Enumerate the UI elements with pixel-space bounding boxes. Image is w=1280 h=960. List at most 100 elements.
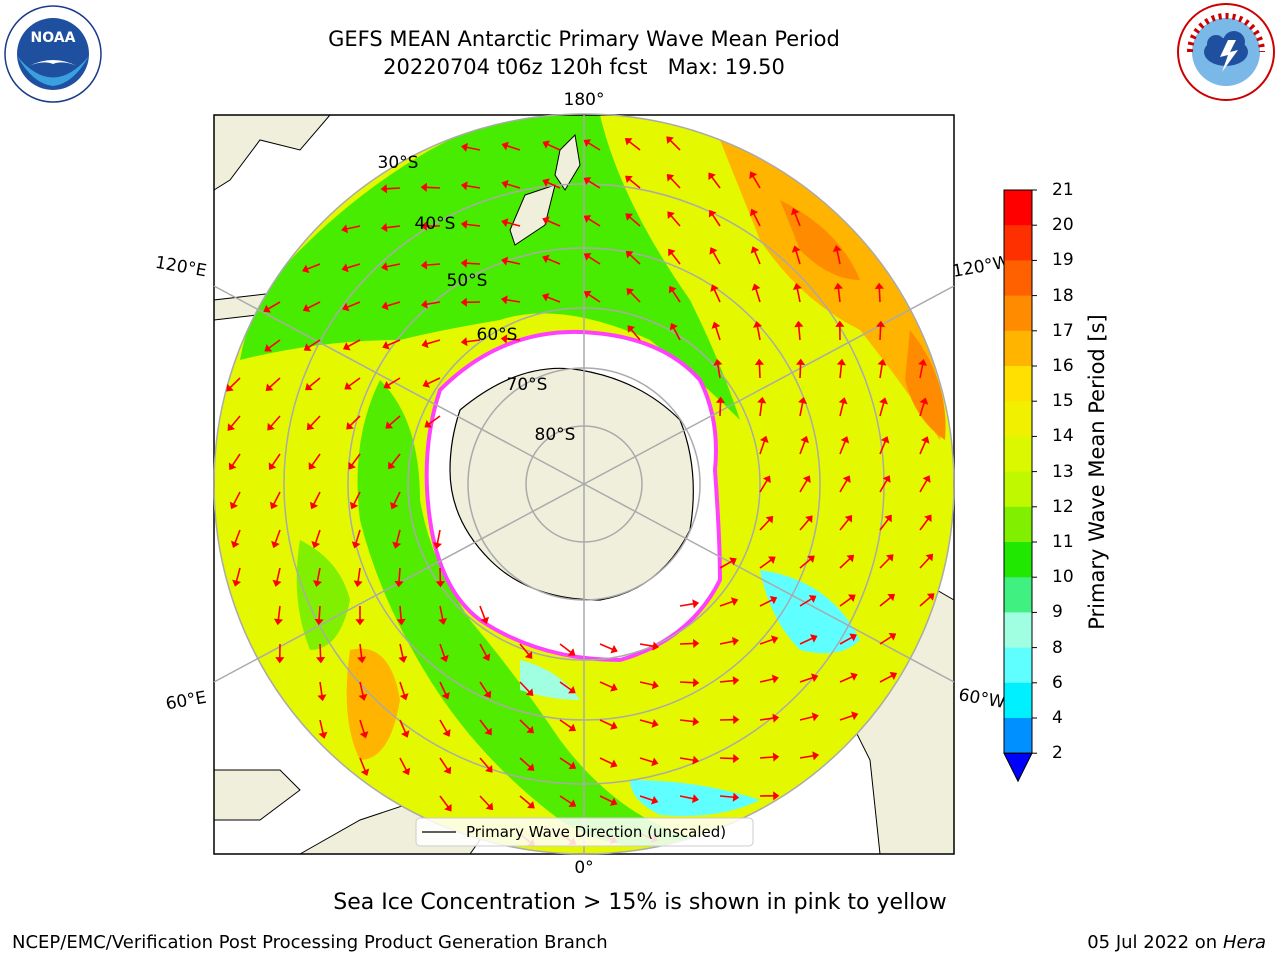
wave-arrow [425, 186, 441, 189]
wave-arrow-head [882, 475, 891, 483]
wave-arrow [274, 529, 281, 544]
wave-arrow [753, 250, 761, 265]
wave-arrow [719, 600, 734, 607]
wave-arrow [799, 440, 806, 455]
wave-arrow-head [627, 325, 636, 333]
wave-arrow [399, 605, 402, 621]
wave-arrow [752, 175, 761, 189]
wave-arrow [799, 558, 812, 569]
wave-arrow-head [751, 283, 761, 291]
wave-arrow [719, 795, 735, 799]
wave-arrow-head [420, 182, 428, 192]
wave-arrow-head [480, 616, 490, 625]
wave-arrow-head [848, 594, 856, 602]
wave-arrow-head [652, 641, 660, 651]
wave-arrow [710, 176, 721, 189]
wave-arrow [679, 795, 694, 800]
wave-arrow-head [485, 802, 494, 811]
wave-arrow-head [265, 383, 274, 391]
wave-arrow [355, 529, 361, 544]
wave-arrow [399, 719, 407, 734]
wave-arrow [919, 596, 932, 607]
wave-arrow [679, 681, 695, 684]
wave-arrow [426, 339, 441, 345]
wave-arrow-head [844, 514, 853, 523]
wave-arrow-head [651, 719, 659, 728]
wave-arrow-head [526, 763, 535, 771]
wave-arrow-head [583, 252, 592, 261]
wave-arrow [307, 339, 321, 349]
wave-arrow [796, 288, 801, 303]
wave-arrow [466, 184, 481, 189]
wave-arrow [587, 179, 601, 189]
wave-arrow-head [925, 553, 934, 562]
wave-arrow-head [501, 256, 509, 266]
wave-arrow [639, 757, 654, 763]
wave-arrow [232, 491, 241, 505]
lon-label-120e: 120°E [154, 253, 208, 282]
wave-arrow-head [610, 721, 618, 730]
wave-arrow-head [444, 803, 452, 812]
wave-arrow-head [398, 655, 408, 663]
legend-label: Primary Wave Direction (unscaled) [466, 823, 726, 841]
wave-arrow [319, 681, 323, 696]
wave-arrow [309, 415, 321, 427]
wave-arrow-head [264, 344, 273, 352]
wave-arrow [314, 529, 321, 544]
colorbar-tick-label: 17 [1052, 320, 1074, 341]
wave-arrow-head [625, 175, 633, 184]
wave-arrow [879, 325, 882, 341]
wave-arrow [277, 605, 281, 620]
wave-arrow [272, 491, 281, 505]
colorbar-tick-label: 12 [1052, 496, 1074, 517]
wave-arrow [231, 453, 241, 467]
wave-arrow [270, 415, 281, 428]
wave-arrow [506, 298, 521, 303]
colorbar-segment [1004, 542, 1032, 578]
wave-arrow-head [275, 657, 285, 664]
wave-arrow [506, 144, 521, 151]
wave-arrow [919, 440, 927, 455]
wave-arrow [466, 223, 481, 227]
wave-arrow-head [567, 648, 576, 656]
wave-arrow [546, 257, 561, 265]
wave-arrow [759, 402, 763, 417]
wave-arrow [359, 643, 363, 658]
wave-arrow-head [885, 554, 894, 562]
wave-arrow [759, 599, 773, 607]
wave-arrow-head [792, 283, 802, 290]
wave-arrow [439, 605, 444, 620]
wave-arrow-head [542, 216, 550, 225]
colorbar-segment [1004, 295, 1032, 332]
lon-label-120w: 120°W [951, 252, 1012, 282]
wave-arrow [639, 719, 654, 725]
wave-arrow-head [318, 731, 328, 739]
wave-arrow-head [382, 340, 390, 350]
wave-arrow [390, 453, 401, 466]
wave-arrow-head [762, 475, 771, 484]
wave-arrow-head [849, 633, 857, 642]
wave-arrow-head [388, 461, 396, 470]
graticule [213, 113, 955, 855]
wave-arrow-head [842, 475, 851, 483]
wave-arrow-head [525, 688, 534, 697]
wave-arrow [919, 557, 931, 569]
wave-arrow-head [791, 245, 801, 253]
wave-arrow-head [709, 247, 718, 255]
wave-arrow [386, 339, 401, 347]
wave-arrow [268, 339, 281, 349]
wave-arrow [759, 559, 772, 569]
colorbar-segment [1004, 506, 1032, 543]
colorbar-tick-label: 19 [1052, 250, 1074, 271]
wave-arrow-head [420, 221, 427, 231]
wave-arrow-head [800, 435, 809, 444]
wave-arrow [919, 479, 928, 493]
wave-arrow [759, 638, 774, 645]
wave-arrow [546, 181, 561, 189]
wave-arrow-head [765, 515, 774, 524]
wave-arrow [639, 643, 654, 648]
wave-arrow [839, 440, 846, 455]
wave-arrow-head [402, 767, 411, 776]
footer-date-prefix: 05 Jul 2022 on [1087, 932, 1223, 953]
wave-arrow-head [795, 358, 806, 366]
